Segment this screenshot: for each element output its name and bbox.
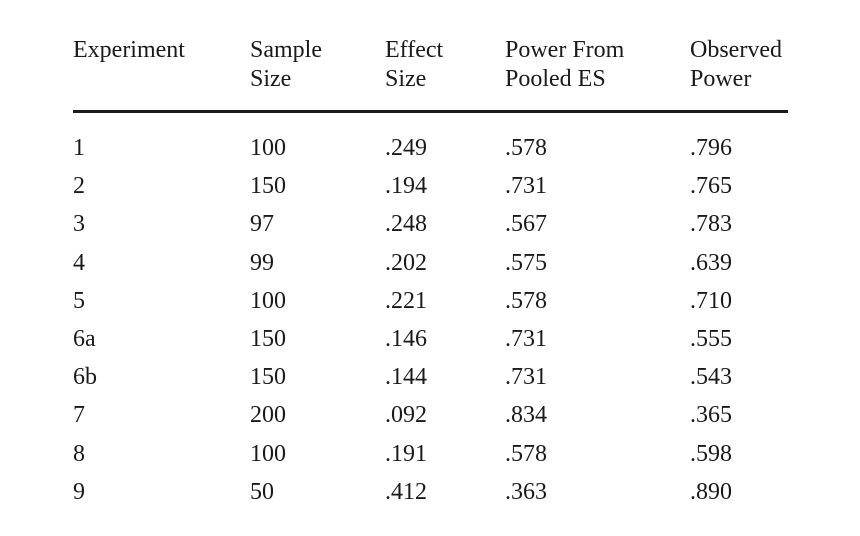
cell-sample-size: 150 xyxy=(250,364,286,391)
cell-effect-size: .144 xyxy=(385,364,427,391)
cell-effect-size: .221 xyxy=(385,287,427,314)
cell-experiment: 6b xyxy=(73,364,97,391)
cell-sample-size: 97 xyxy=(250,211,274,238)
data-table: Experiment Sample Size Effect Size Power… xyxy=(73,36,788,511)
table-row: 9 50 .412 .363 .890 xyxy=(73,473,788,511)
cell-effect-size: .194 xyxy=(385,173,427,200)
cell-observed-power: .639 xyxy=(690,249,732,276)
table-row: 7 200 .092 .834 .365 xyxy=(73,396,788,434)
cell-observed-power: .555 xyxy=(690,325,732,352)
cell-observed-power: .710 xyxy=(690,287,732,314)
cell-power-pooled: .578 xyxy=(505,287,547,314)
cell-sample-size: 100 xyxy=(250,440,286,467)
cell-sample-size: 99 xyxy=(250,249,274,276)
cell-experiment: 1 xyxy=(73,135,85,161)
table-header: Experiment Sample Size Effect Size Power… xyxy=(73,36,788,113)
cell-power-pooled: .731 xyxy=(505,173,547,200)
cell-effect-size: .249 xyxy=(385,135,427,161)
header-effect-size: Effect Size xyxy=(385,37,444,92)
cell-observed-power: .796 xyxy=(690,135,732,161)
cell-experiment: 9 xyxy=(73,478,85,505)
cell-observed-power: .765 xyxy=(690,173,732,200)
header-rule xyxy=(73,110,788,113)
cell-power-pooled: .578 xyxy=(505,440,547,467)
cell-effect-size: .248 xyxy=(385,211,427,238)
cell-power-pooled: .567 xyxy=(505,211,547,238)
cell-experiment: 6a xyxy=(73,325,96,352)
cell-observed-power: .543 xyxy=(690,364,732,391)
table-row: 4 99 .202 .575 .639 xyxy=(73,244,788,282)
table-row: 5 100 .221 .578 .710 xyxy=(73,282,788,320)
header-observed-power: Observed Power xyxy=(690,37,782,92)
table-body: 1 100 .249 .578 .796 2 150 .194 .731 .76… xyxy=(73,129,788,511)
table-row: 1 100 .249 .578 .796 xyxy=(73,129,788,167)
table-row: 8 100 .191 .578 .598 xyxy=(73,435,788,473)
cell-observed-power: .890 xyxy=(690,478,732,505)
cell-effect-size: .092 xyxy=(385,402,427,429)
cell-observed-power: .598 xyxy=(690,440,732,467)
cell-power-pooled: .363 xyxy=(505,478,547,505)
cell-effect-size: .191 xyxy=(385,440,427,467)
table-row: 2 150 .194 .731 .765 xyxy=(73,167,788,205)
table-row: 6a 150 .146 .731 .555 xyxy=(73,320,788,358)
cell-sample-size: 50 xyxy=(250,478,274,505)
cell-sample-size: 200 xyxy=(250,402,286,429)
cell-power-pooled: .834 xyxy=(505,402,547,429)
cell-experiment: 3 xyxy=(73,211,85,238)
cell-sample-size: 150 xyxy=(250,173,286,200)
cell-sample-size: 150 xyxy=(250,325,286,352)
cell-power-pooled: .575 xyxy=(505,249,547,276)
cell-experiment: 5 xyxy=(73,287,85,314)
cell-experiment: 7 xyxy=(73,402,85,429)
cell-sample-size: 100 xyxy=(250,135,286,161)
cell-power-pooled: .578 xyxy=(505,135,547,161)
table-row: 3 97 .248 .567 .783 xyxy=(73,205,788,243)
cell-observed-power: .783 xyxy=(690,211,732,238)
cell-experiment: 2 xyxy=(73,173,85,200)
cell-power-pooled: .731 xyxy=(505,325,547,352)
cell-observed-power: .365 xyxy=(690,402,732,429)
cell-sample-size: 100 xyxy=(250,287,286,314)
cell-experiment: 4 xyxy=(73,249,85,276)
header-power-from-pooled-es: Power From Pooled ES xyxy=(505,37,625,92)
cell-effect-size: .202 xyxy=(385,249,427,276)
header-sample-size: Sample Size xyxy=(250,37,322,92)
cell-power-pooled: .731 xyxy=(505,364,547,391)
cell-effect-size: .146 xyxy=(385,325,427,352)
cell-experiment: 8 xyxy=(73,440,85,467)
table-row: 6b 150 .144 .731 .543 xyxy=(73,358,788,396)
cell-effect-size: .412 xyxy=(385,478,427,505)
header-experiment: Experiment xyxy=(73,37,185,63)
